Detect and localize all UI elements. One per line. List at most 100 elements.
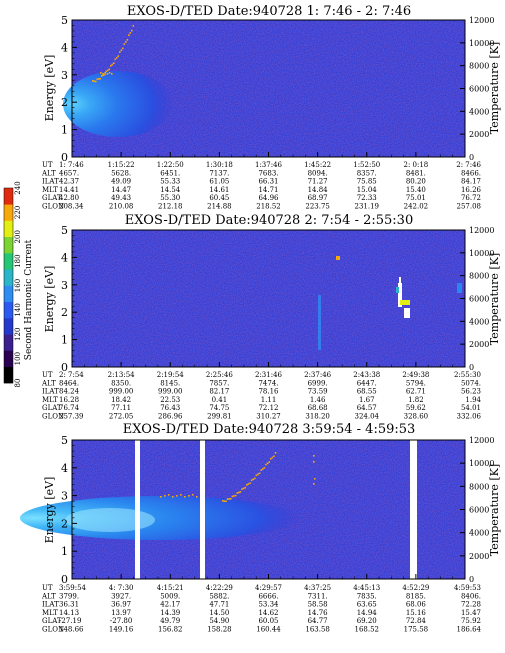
temperature-point — [176, 495, 178, 497]
temperature-point — [120, 49, 123, 52]
orbit-value: 1:45:22 — [304, 161, 331, 169]
right-tick-label: 2000 — [469, 340, 489, 349]
orbit-value: 1:15:22 — [108, 161, 135, 169]
orbit-row-label: ILAT — [42, 388, 59, 396]
orbit-value: 5074. — [461, 379, 481, 387]
temperature-point — [263, 467, 266, 469]
orbit-value: 1:22:50 — [157, 161, 184, 169]
temperature-point — [100, 72, 102, 74]
temperature-point — [96, 78, 99, 80]
left-tick-label: 5 — [61, 224, 68, 237]
orbit-value: 1.67 — [359, 396, 375, 404]
temperature-point — [102, 73, 104, 75]
right-tick-label: 6000 — [469, 295, 489, 304]
temperature-point — [95, 80, 97, 83]
orbit-value: 14.94 — [357, 609, 378, 617]
orbit-value: 257.08 — [457, 203, 482, 211]
temperature-point — [230, 497, 232, 500]
left-tick-label: 0 — [61, 151, 68, 164]
orbit-value: 8185. — [406, 592, 426, 600]
orbit-value: 54.90 — [209, 617, 229, 625]
orbit-value: 47.71 — [209, 601, 229, 609]
orbit-row-label: UT — [42, 584, 53, 592]
orbit-value: 14.61 — [209, 186, 229, 194]
orbit-value: 4:15:21 — [157, 584, 184, 592]
panel-1: EXOS-D/TED Date:940728 1: 7:46 - 2: 7:46… — [41, 4, 501, 211]
orbit-value: 7311. — [308, 592, 328, 600]
right-tick-label: 0 — [469, 363, 474, 372]
orbit-value: 56.23 — [461, 388, 481, 396]
orbit-value: 59.62 — [406, 404, 426, 412]
left-tick-label: 1 — [61, 334, 68, 347]
orbit-value: 69.20 — [357, 617, 377, 625]
panel-1-orbit-table: UT 1: 7:46 1:15:22 1:22:50 1:30:18 1:37:46 1:4… — [41, 161, 482, 211]
temperature-point — [192, 494, 194, 496]
temperature-point — [262, 468, 264, 470]
orbit-row-label: UT — [42, 371, 53, 379]
colorbar-swatch — [4, 334, 13, 351]
temperature-point — [92, 80, 94, 82]
temperature-point — [102, 74, 105, 77]
temperature-point — [125, 41, 127, 43]
orbit-value: 2: 0:18 — [403, 161, 428, 169]
left-tick-label: 2 — [61, 96, 68, 109]
panel-1-ylabel-right: Temperature [K] — [488, 42, 501, 134]
orbit-value: 4:45:13 — [353, 584, 380, 592]
orbit-value: -27.19 — [59, 617, 81, 625]
orbit-value: 36.97 — [111, 601, 131, 609]
temperature-point — [160, 496, 162, 498]
temperature-point — [234, 494, 237, 497]
panel-3-ylabel-right: Temperature [K] — [488, 464, 501, 556]
orbit-value: 16.26 — [461, 186, 482, 194]
panel-3-ylabel: Energy [eV] — [43, 477, 56, 544]
orbit-value: 2:49:38 — [402, 371, 429, 379]
right-tick-label: 2000 — [469, 130, 489, 139]
orbit-value: 2: 7:46 — [456, 161, 481, 169]
orbit-value: 75.01 — [406, 194, 426, 202]
orbit-value: 223.75 — [305, 203, 330, 211]
right-tick-label: 8000 — [469, 272, 489, 281]
orbit-value: 1:37:46 — [255, 161, 283, 169]
orbit-value: 7835. — [357, 592, 377, 600]
left-tick-label: 4 — [61, 462, 68, 475]
orbit-row-label: MLT — [42, 396, 58, 404]
orbit-value: 318.20 — [305, 413, 330, 421]
temperature-point — [265, 463, 267, 466]
orbit-value: 1.82 — [408, 396, 424, 404]
orbit-value: 62.71 — [406, 388, 426, 396]
panel-1-temperature-trace — [92, 25, 135, 83]
orbit-value: 8357. — [357, 169, 377, 177]
temperature-point — [270, 457, 272, 460]
left-tick-label: 4 — [61, 41, 68, 54]
orbit-value: 332.06 — [457, 413, 482, 421]
colorbar-frame — [3, 187, 14, 384]
panel-2-title: EXOS-D/TED Date:940728 2: 7:54 - 2:55:30 — [125, 213, 413, 228]
temperature-point — [110, 64, 112, 67]
colorbar-swatch — [4, 188, 13, 205]
temperature-point — [226, 498, 229, 500]
left-tick-label: 1 — [61, 124, 68, 137]
orbit-value: 22.53 — [160, 396, 180, 404]
temperature-point — [313, 455, 315, 457]
temperature-point — [244, 486, 246, 489]
panel-2-noise — [72, 230, 465, 367]
left-tick-label: 2 — [61, 517, 68, 530]
orbit-value: 5009. — [160, 592, 180, 600]
orbit-value: 158.28 — [207, 626, 232, 634]
panel-1-title: EXOS-D/TED Date:940728 1: 7:46 - 2: 7:46 — [127, 4, 411, 19]
colorbar-swatch — [4, 269, 13, 286]
orbit-value: 14.50 — [209, 609, 229, 617]
temperature-point — [313, 483, 315, 485]
orbit-value: 60.45 — [209, 194, 229, 202]
orbit-value: 2:55:30 — [454, 371, 481, 379]
right-tick-label: 10000 — [469, 459, 494, 468]
panel-1-ion-band — [63, 71, 173, 137]
orbit-value: 0.41 — [212, 396, 228, 404]
right-tick-label: 6000 — [469, 85, 489, 94]
panel-3: EXOS-D/TED Date:940728 3:59:54 - 4:59:53… — [20, 422, 501, 634]
orbit-value: 324.04 — [355, 413, 380, 421]
orbit-value: 6451. — [160, 169, 180, 177]
orbit-value: 1:30:18 — [206, 161, 233, 169]
orbit-value: 186.64 — [457, 626, 482, 634]
